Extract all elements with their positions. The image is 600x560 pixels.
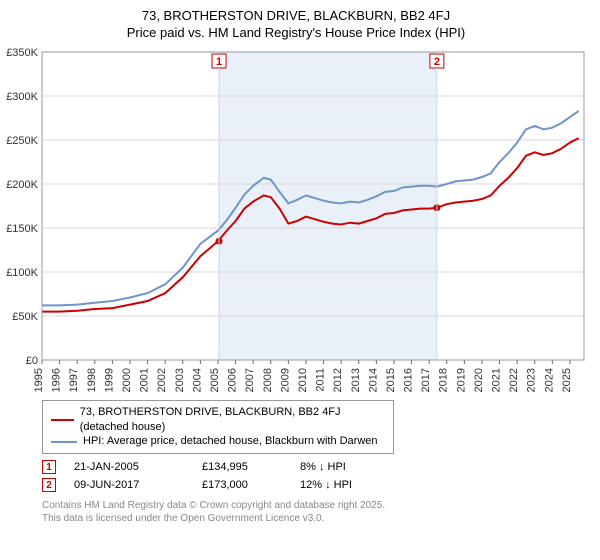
- svg-text:2012: 2012: [332, 368, 344, 392]
- svg-text:2024: 2024: [543, 368, 555, 392]
- svg-text:2025: 2025: [561, 368, 573, 392]
- svg-text:2013: 2013: [350, 368, 362, 392]
- svg-text:2010: 2010: [297, 368, 309, 392]
- svg-text:2014: 2014: [367, 368, 379, 392]
- svg-text:2009: 2009: [279, 368, 291, 392]
- legend: 73, BROTHERSTON DRIVE, BLACKBURN, BB2 4F…: [42, 400, 394, 455]
- svg-text:2016: 2016: [403, 368, 415, 392]
- footer-line-2: This data is licensed under the Open Gov…: [42, 513, 592, 526]
- sale-date: 09-JUN-2017: [74, 479, 184, 491]
- line-chart-svg: £0 £50K £100K £150K £200K £250K £300K £350K 1995…: [0, 46, 592, 396]
- svg-text:2001: 2001: [139, 368, 151, 392]
- svg-text:2021: 2021: [491, 368, 503, 392]
- legend-label: 73, BROTHERSTON DRIVE, BLACKBURN, BB2 4F…: [80, 405, 385, 435]
- svg-text:1995: 1995: [33, 368, 45, 392]
- svg-text:1997: 1997: [68, 368, 80, 392]
- svg-text:2007: 2007: [244, 368, 256, 392]
- svg-text:£150K: £150K: [6, 223, 38, 235]
- svg-text:2011: 2011: [315, 368, 327, 392]
- svg-text:2002: 2002: [156, 368, 168, 392]
- chart-area: £0 £50K £100K £150K £200K £250K £300K £350K 1995…: [0, 46, 592, 396]
- legend-swatch: [51, 441, 77, 443]
- sale-price: £134,995: [202, 461, 282, 473]
- footer-attribution: Contains HM Land Registry data © Crown c…: [42, 500, 592, 525]
- svg-text:£50K: £50K: [12, 311, 38, 323]
- svg-text:2023: 2023: [526, 368, 538, 392]
- svg-text:1999: 1999: [103, 368, 115, 392]
- legend-item: 73, BROTHERSTON DRIVE, BLACKBURN, BB2 4F…: [51, 405, 385, 435]
- legend-swatch: [51, 419, 74, 421]
- sales-row: 1 21-JAN-2005 £134,995 8% ↓ HPI: [42, 458, 592, 476]
- svg-text:£100K: £100K: [6, 267, 38, 279]
- svg-text:2: 2: [434, 56, 440, 68]
- svg-text:£300K: £300K: [6, 91, 38, 103]
- svg-text:2020: 2020: [473, 368, 485, 392]
- sales-row: 2 09-JUN-2017 £173,000 12% ↓ HPI: [42, 476, 592, 494]
- sale-date: 21-JAN-2005: [74, 461, 184, 473]
- svg-text:2003: 2003: [174, 368, 186, 392]
- svg-text:1: 1: [216, 56, 222, 68]
- sale-price: £173,000: [202, 479, 282, 491]
- svg-text:1996: 1996: [51, 368, 63, 392]
- svg-text:£200K: £200K: [6, 179, 38, 191]
- svg-text:1998: 1998: [86, 368, 98, 392]
- svg-text:2008: 2008: [262, 368, 274, 392]
- svg-text:2006: 2006: [227, 368, 239, 392]
- svg-text:2018: 2018: [438, 368, 450, 392]
- svg-text:2004: 2004: [191, 368, 203, 392]
- chart-title-block: 73, BROTHERSTON DRIVE, BLACKBURN, BB2 4F…: [0, 8, 592, 42]
- svg-text:2019: 2019: [455, 368, 467, 392]
- sale-marker-icon: 2: [42, 478, 56, 492]
- svg-text:2017: 2017: [420, 368, 432, 392]
- svg-text:2015: 2015: [385, 368, 397, 392]
- footer-line-1: Contains HM Land Registry data © Crown c…: [42, 500, 592, 513]
- svg-text:2005: 2005: [209, 368, 221, 392]
- sale-delta: 12% ↓ HPI: [300, 479, 420, 491]
- svg-text:£350K: £350K: [6, 47, 38, 59]
- sale-delta: 8% ↓ HPI: [300, 461, 420, 473]
- sales-table: 1 21-JAN-2005 £134,995 8% ↓ HPI 2 09-JUN…: [42, 458, 592, 494]
- svg-text:£0: £0: [26, 355, 38, 367]
- title-line-1: 73, BROTHERSTON DRIVE, BLACKBURN, BB2 4F…: [0, 8, 592, 25]
- title-line-2: Price paid vs. HM Land Registry's House …: [0, 25, 592, 42]
- legend-label: HPI: Average price, detached house, Blac…: [83, 434, 378, 449]
- svg-text:2000: 2000: [121, 368, 133, 392]
- legend-item: HPI: Average price, detached house, Blac…: [51, 434, 385, 449]
- sale-marker-icon: 1: [42, 460, 56, 474]
- svg-text:2022: 2022: [508, 368, 520, 392]
- svg-text:£250K: £250K: [6, 135, 38, 147]
